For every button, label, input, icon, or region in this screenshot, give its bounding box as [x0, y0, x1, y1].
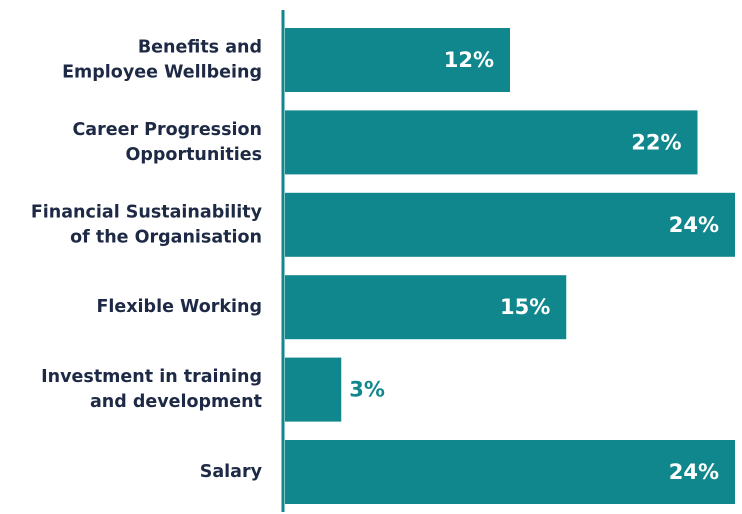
value-label: 12%	[444, 48, 494, 72]
category-line: Financial Sustainability	[31, 202, 263, 222]
category-line: and development	[90, 392, 262, 412]
category-label: Salary	[200, 462, 263, 482]
value-label: 3%	[349, 378, 385, 402]
bar	[285, 28, 510, 92]
category-label: Benefits and Employee Wellbeing	[62, 38, 262, 83]
category-label: Financial Sustainability of the Organisat…	[31, 202, 263, 247]
bar	[285, 192, 735, 257]
category-line: of the Organisation	[70, 227, 262, 247]
category-label: Flexible Working	[96, 297, 262, 317]
bar	[285, 440, 735, 504]
value-label: 22%	[631, 130, 681, 154]
category-line: Employee Wellbeing	[62, 63, 262, 83]
category-label: Investment in training and development	[41, 367, 262, 412]
value-label: 24%	[669, 460, 719, 484]
value-label: 24%	[669, 213, 719, 237]
bar	[285, 275, 567, 340]
category-line: Career Progression	[72, 120, 262, 140]
category-line: Benefits and	[138, 38, 262, 58]
category-line: Salary	[200, 462, 263, 482]
bar	[285, 357, 342, 422]
category-line: Flexible Working	[96, 297, 262, 317]
value-label: 15%	[500, 295, 550, 319]
category-line: Opportunities	[125, 145, 262, 165]
category-label: Career Progression Opportunities	[72, 120, 262, 165]
bar	[285, 110, 698, 175]
category-line: Investment in training	[41, 367, 262, 387]
